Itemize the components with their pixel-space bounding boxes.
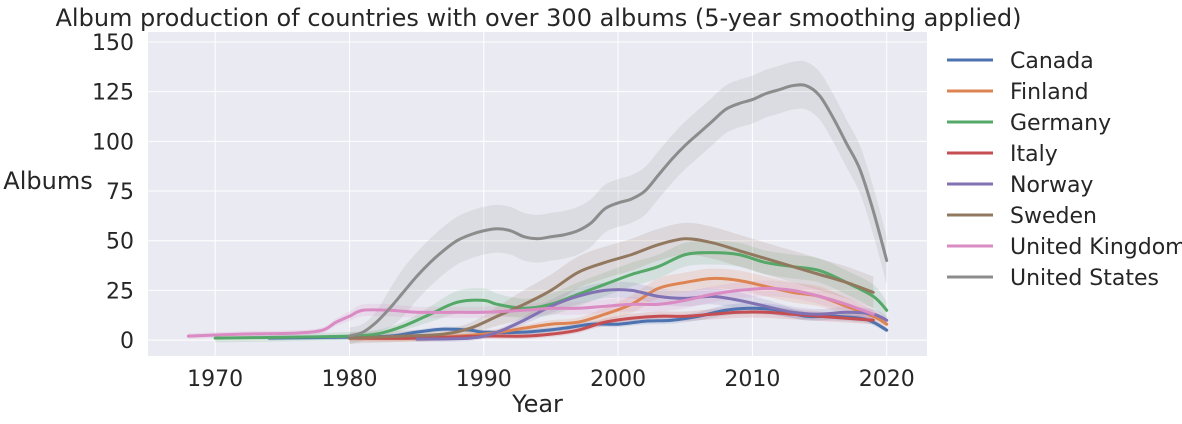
x-tick-label: 2000 [590, 367, 646, 392]
legend: Canada Finland Germany Italy Norway Sweden Uni… [947, 49, 1182, 291]
legend-label: Norway [1010, 173, 1093, 198]
y-axis-title: Albums [3, 167, 92, 195]
series-lines [186, 83, 889, 341]
y-tick-label: 75 [106, 180, 134, 205]
legend-label: Canada [1010, 49, 1094, 74]
chart-title: Album production of countries with over … [56, 4, 1022, 32]
series-line-united-states [347, 83, 889, 338]
y-tick-label: 0 [120, 329, 134, 354]
legend-label: United Kingdom [1010, 235, 1182, 260]
tick-labels: 1970 1980 1990 2000 2010 2020 0 25 50 75 100 125 150 [92, 31, 915, 392]
x-tick-label: 1970 [187, 367, 243, 392]
legend-label: Germany [1010, 111, 1111, 136]
y-tick-label: 100 [92, 130, 134, 155]
y-tick-label: 125 [92, 81, 134, 106]
series-line-norway [415, 288, 889, 341]
legend-label: Sweden [1010, 204, 1097, 229]
x-tick-label: 2020 [859, 367, 915, 392]
y-tick-label: 50 [106, 230, 134, 255]
series-line-united-kingdom [186, 286, 875, 338]
x-tick-label: 2010 [724, 367, 780, 392]
series-line-italy [347, 310, 875, 340]
x-tick-label: 1980 [321, 367, 377, 392]
legend-label: United States [1010, 266, 1159, 291]
x-axis-title: Year [511, 390, 563, 418]
x-tick-label: 1990 [456, 367, 512, 392]
series-line-sweden [347, 237, 875, 340]
legend-label: Italy [1010, 142, 1058, 167]
y-tick-label: 150 [92, 31, 134, 56]
grid-lines [148, 32, 927, 356]
y-tick-label: 25 [106, 279, 134, 304]
legend-label: Finland [1010, 80, 1089, 105]
